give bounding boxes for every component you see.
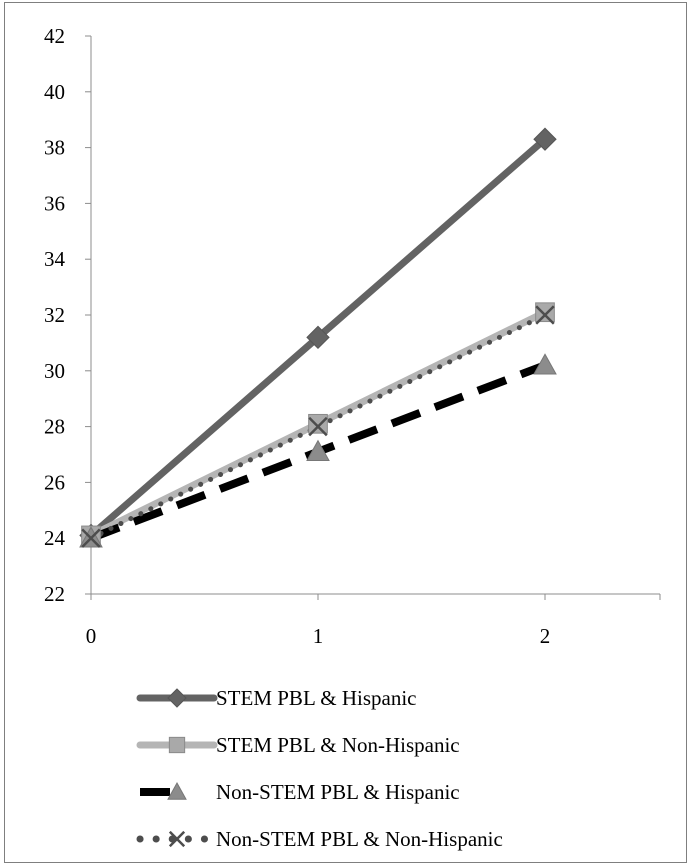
y-tick-label: 22 [44, 582, 65, 606]
legend-label: Non-STEM PBL & Non-Hispanic [216, 827, 503, 851]
data-point [167, 781, 187, 800]
legend: STEM PBL & Hispanic STEM PBL & Non-Hispan… [136, 686, 503, 851]
y-axis-ticks: 22 24 26 28 30 32 34 36 38 40 42 [44, 24, 91, 606]
data-point [81, 528, 101, 548]
y-tick-label: 42 [44, 24, 65, 48]
legend-item: STEM PBL & Non-Hispanic [136, 733, 460, 757]
y-tick-label: 36 [44, 191, 65, 215]
series-group [79, 127, 557, 548]
y-tick-label: 32 [44, 303, 65, 327]
y-tick-label: 34 [44, 247, 66, 271]
legend-label: STEM PBL & Hispanic [216, 686, 416, 710]
y-tick-label: 26 [44, 470, 65, 494]
chart-frame [4, 2, 687, 863]
y-tick-label: 30 [44, 359, 65, 383]
legend-item: Non-STEM PBL & Hispanic [140, 780, 460, 804]
y-tick-label: 38 [44, 136, 65, 160]
data-point [168, 736, 186, 754]
data-point [308, 416, 328, 437]
x-axis-ticks: 0 1 2 [86, 594, 661, 648]
y-tick-label: 40 [44, 80, 65, 104]
y-tick-label: 24 [44, 526, 66, 550]
legend-item: STEM PBL & Hispanic [136, 686, 416, 710]
x-tick-label: 2 [540, 624, 551, 648]
axes [90, 36, 660, 595]
legend-label: STEM PBL & Non-Hispanic [216, 733, 460, 757]
data-point [535, 302, 555, 323]
data-point [306, 325, 330, 350]
data-point [308, 413, 328, 434]
legend-label: Non-STEM PBL & Hispanic [216, 780, 460, 804]
data-point [306, 439, 330, 462]
x-tick-label: 0 [86, 624, 97, 648]
data-point [533, 353, 557, 375]
data-point [167, 688, 187, 708]
data-point [535, 305, 555, 325]
x-tick-label: 1 [313, 624, 324, 648]
y-tick-label: 28 [44, 415, 65, 439]
data-point [168, 830, 186, 848]
data-point [533, 127, 557, 151]
legend-item: Non-STEM PBL & Non-Hispanic [136, 827, 503, 851]
